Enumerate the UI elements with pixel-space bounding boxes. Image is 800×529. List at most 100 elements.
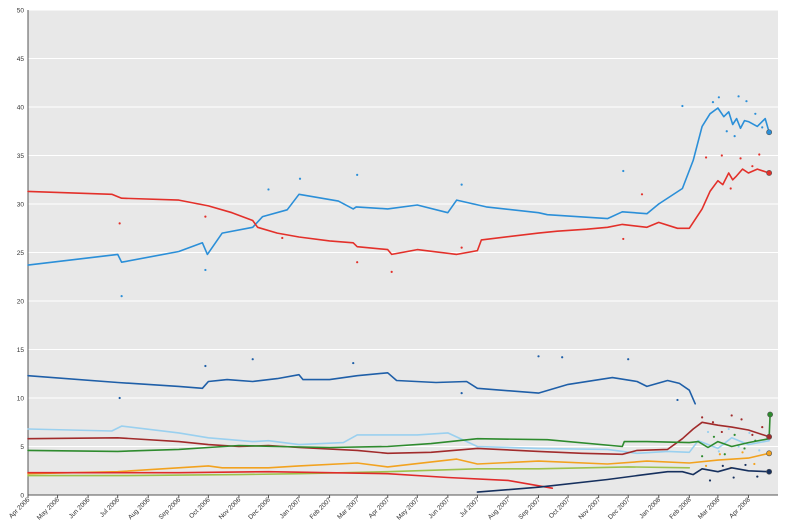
poll-point	[561, 356, 564, 359]
grid-lines	[28, 9, 778, 447]
poll-point	[460, 183, 463, 186]
x-tick-label: Jan 2008	[638, 496, 662, 520]
x-tick-label: May 2006	[36, 496, 61, 521]
poll-point	[356, 173, 359, 176]
poll-point	[732, 476, 735, 479]
poll-point	[627, 358, 630, 361]
series-line	[27, 371, 697, 405]
poll-point	[704, 464, 708, 467]
poll-point	[704, 156, 708, 159]
poll-point	[725, 130, 728, 133]
series-line	[27, 425, 770, 455]
y-tick-labels: 0 5 10 15 20 25 30 35 40 45 50	[17, 8, 25, 500]
poll-point	[298, 177, 302, 180]
x-tick-label: Sep 2007	[517, 496, 542, 521]
poll-point	[460, 392, 463, 395]
poll-point	[717, 450, 720, 453]
y-tick-label: 50	[17, 8, 25, 15]
poll-point	[743, 447, 746, 450]
poll-point	[204, 215, 207, 218]
poll-point	[739, 157, 742, 160]
poll-point	[118, 396, 121, 400]
x-tick-label: Jul 2007	[458, 496, 481, 519]
poll-point	[751, 433, 754, 436]
x-tick-label: Apr 2006	[8, 496, 32, 520]
series-end-marker	[766, 468, 773, 475]
x-tick-label: May 2007	[396, 496, 421, 521]
poll-point	[711, 101, 715, 104]
poll-point	[717, 96, 720, 99]
series-line	[27, 413, 771, 453]
y-tick-label: 20	[17, 299, 25, 306]
poll-point	[701, 455, 704, 458]
axes	[27, 10, 778, 498]
poll-point	[720, 154, 723, 157]
poll-point	[204, 268, 207, 272]
poll-point	[761, 426, 764, 429]
poll-point	[751, 165, 754, 168]
poll-point	[745, 100, 748, 103]
poll-point	[118, 222, 121, 225]
poll-point	[723, 453, 726, 456]
poll-point	[352, 361, 355, 365]
y-tick-label: 5	[20, 444, 24, 451]
poll-point	[706, 430, 710, 434]
series-line	[27, 452, 770, 475]
x-tick-label: Oct 2007	[548, 496, 572, 520]
series-line	[476, 466, 770, 493]
x-tick-label: Aug 2006	[127, 496, 152, 521]
poll-point	[748, 431, 751, 435]
poll-point	[622, 237, 625, 241]
y-tick-label: 0	[20, 493, 24, 500]
poll-point	[718, 453, 721, 456]
y-tick-label: 10	[17, 396, 25, 403]
poll-point	[758, 449, 761, 452]
poll-point	[720, 430, 723, 434]
poll-point	[737, 95, 740, 98]
y-tick-label: 45	[17, 56, 25, 63]
series-line	[27, 470, 554, 490]
x-tick-label: Sep 2006	[158, 496, 183, 521]
poll-point	[711, 421, 715, 424]
y-tick-label: 35	[17, 153, 25, 160]
series-end-marker	[766, 433, 773, 440]
poll-point	[761, 126, 764, 129]
poll-point	[390, 270, 393, 273]
poll-point	[356, 261, 359, 264]
poll-point	[756, 475, 759, 478]
poll-point	[721, 464, 724, 467]
x-tick-label: Feb 2008	[668, 496, 693, 521]
y-tick-label: 25	[17, 250, 25, 257]
series-line	[27, 168, 770, 256]
poll-point	[120, 295, 123, 298]
poll-point	[741, 451, 744, 454]
poll-point	[251, 358, 254, 361]
x-tick-label: Mar 2007	[336, 496, 361, 521]
poll-point	[733, 135, 736, 138]
x-tick-label: Jul 2006	[99, 496, 122, 519]
x-tick-label: Nov 2006	[218, 496, 243, 521]
poll-point	[758, 153, 761, 156]
poll-point	[754, 112, 757, 115]
poll-point	[281, 236, 284, 240]
series-line	[27, 466, 691, 477]
x-tick-label: Apr 2007	[368, 496, 392, 520]
x-tick-label: Oct 2006	[188, 496, 212, 520]
series-end-marker	[767, 411, 774, 418]
series-end-marker	[766, 129, 773, 136]
poll-point	[460, 246, 463, 249]
x-tick-label: Feb 2007	[309, 496, 334, 521]
poll-point	[640, 193, 644, 196]
poll-point	[744, 463, 747, 467]
x-tick-label: Mar 2008	[697, 496, 722, 521]
y-tick-label: 15	[17, 347, 25, 354]
poll-point	[737, 445, 740, 448]
poll-point	[740, 418, 743, 421]
poll-point	[267, 188, 270, 191]
x-tick-label: Nov 2007	[577, 496, 602, 521]
poll-point	[712, 435, 716, 438]
poll-point	[708, 479, 712, 482]
x-tick-labels: Apr 2006 May 2006 Jun 2006 Jul 2006 Aug 2006…	[8, 496, 752, 521]
